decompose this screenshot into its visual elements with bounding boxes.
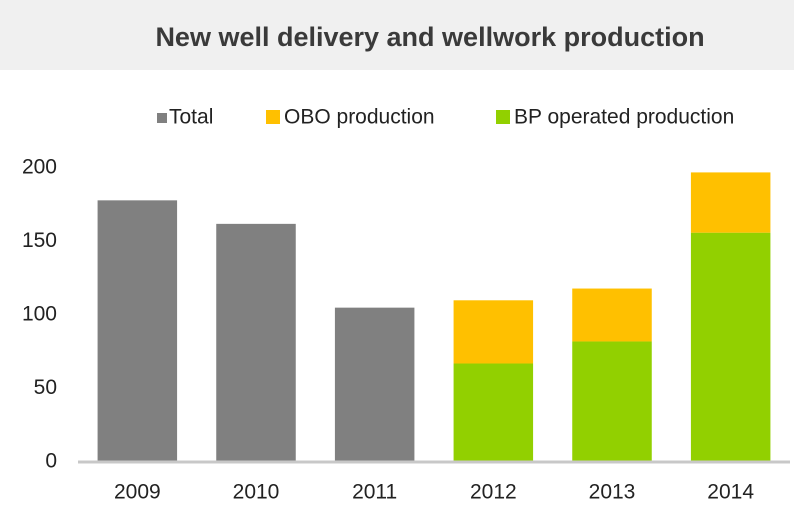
bar [690, 232, 771, 462]
bar [572, 341, 652, 462]
x-tick-label: 2009 [114, 481, 161, 504]
legend-label: OBO production [284, 106, 435, 129]
bar [572, 288, 652, 342]
bar [216, 223, 296, 462]
legend-swatch [496, 110, 510, 124]
y-tick-label: 200 [22, 156, 57, 179]
legend-swatch [266, 110, 280, 124]
y-tick-label: 0 [45, 450, 57, 473]
legend-swatch [157, 113, 167, 123]
bar [453, 363, 534, 462]
chart-title: New well delivery and wellwork productio… [155, 22, 704, 52]
legend-label: BP operated production [514, 106, 734, 129]
legend-label: Total [169, 106, 213, 129]
x-tick-label: 2010 [233, 481, 280, 504]
bar [690, 172, 771, 233]
y-tick-label: 150 [22, 229, 57, 252]
y-tick-label: 100 [22, 303, 57, 326]
bar [453, 300, 534, 364]
x-tick-label: 2014 [707, 481, 754, 504]
y-tick-label: 50 [34, 376, 57, 399]
x-tick-label: 2012 [470, 481, 517, 504]
x-tick-label: 2011 [352, 481, 397, 504]
bar [334, 307, 415, 462]
bar [97, 200, 178, 462]
x-tick-label: 2013 [589, 481, 636, 504]
title-band [0, 0, 794, 70]
